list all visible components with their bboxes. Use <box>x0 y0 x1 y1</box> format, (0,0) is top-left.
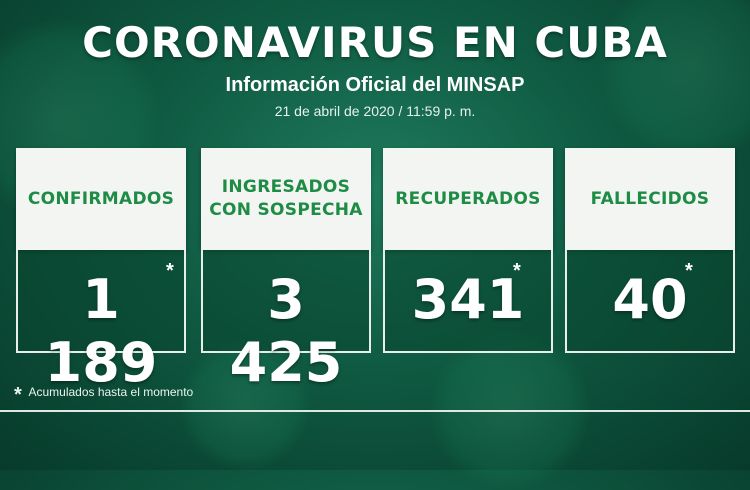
card-label: FALLECIDOS <box>590 188 710 209</box>
card-label-box: FALLECIDOS <box>565 148 735 250</box>
card-label-box: CONFIRMADOS <box>16 148 186 250</box>
footnote-asterisk: * <box>14 384 22 406</box>
virus-decoration <box>180 340 310 470</box>
card-label: INGRESADOS CON SOSPECHA <box>209 177 363 220</box>
divider <box>0 410 750 412</box>
card-value-box: 1 189 * <box>16 250 186 394</box>
card-value-box: 40 * <box>565 250 735 353</box>
footnote: * Acumulados hasta el momento <box>14 384 193 407</box>
asterisk: * <box>513 260 521 282</box>
card-label-box: RECUPERADOS <box>383 148 553 250</box>
card-value: 40 <box>612 268 688 331</box>
card-confirmados: CONFIRMADOS 1 189 * <box>16 148 186 394</box>
page-subtitle: Información Oficial del MINSAP <box>225 74 525 96</box>
asterisk: * <box>166 260 174 282</box>
asterisk: * <box>685 260 693 282</box>
card-value-box: 341 * <box>383 250 553 353</box>
card-value: 3 425 <box>229 268 343 394</box>
page-title: CORONAVIRUS EN CUBA <box>82 18 668 67</box>
card-label: RECUPERADOS <box>395 188 541 209</box>
card-recuperados: RECUPERADOS 341 * <box>383 148 553 353</box>
footnote-text: Acumulados hasta el momento <box>28 385 194 399</box>
card-value: 1 189 <box>44 268 158 394</box>
card-label-box: INGRESADOS CON SOSPECHA <box>201 148 371 250</box>
card-fallecidos: FALLECIDOS 40 * <box>565 148 735 353</box>
card-ingresados-con-sospecha: INGRESADOS CON SOSPECHA 3 425 <box>201 148 371 394</box>
card-value: 341 <box>411 268 525 331</box>
card-label: CONFIRMADOS <box>27 188 175 209</box>
card-value-box: 3 425 <box>201 250 371 394</box>
report-date: 21 de abril de 2020 / 11:59 p. m. <box>274 103 476 119</box>
